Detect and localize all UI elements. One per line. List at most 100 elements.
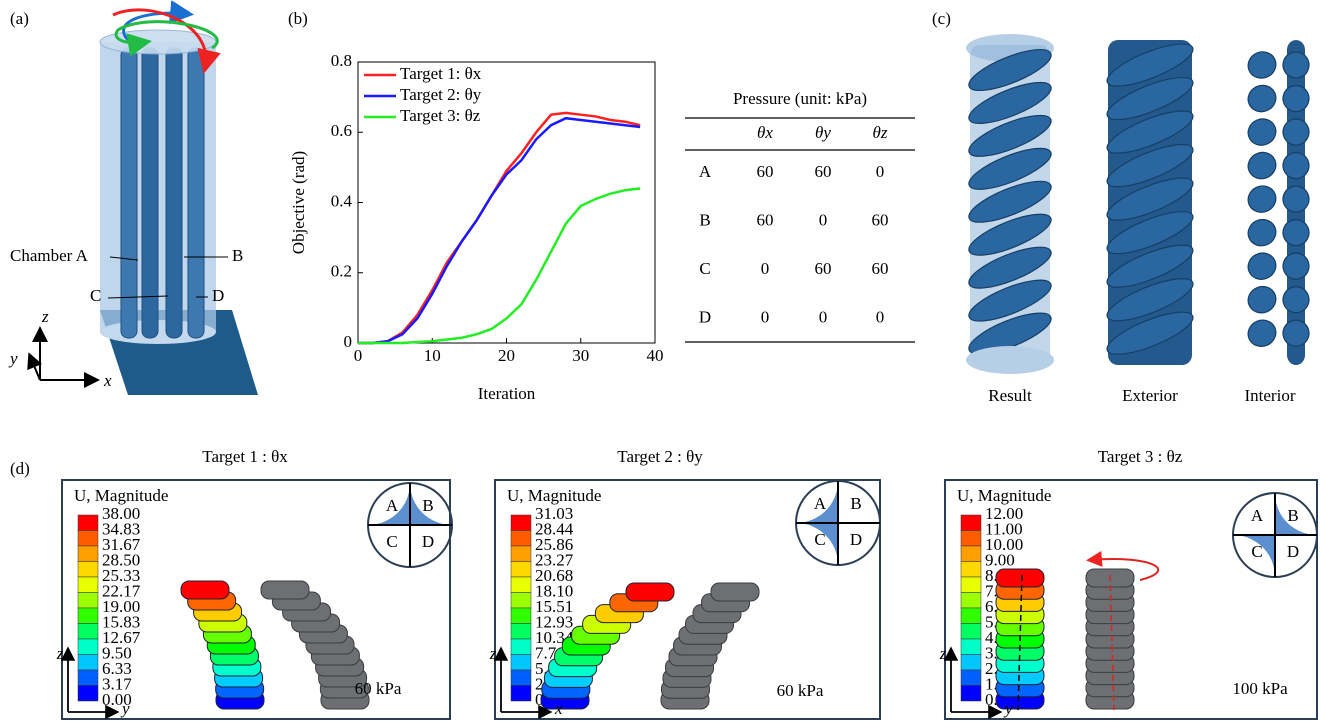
chamber-letter: C [814, 530, 825, 549]
helix-lobe [1282, 185, 1310, 213]
actuator-segment [995, 568, 1045, 588]
colorbar-tick: 31.03 [535, 504, 573, 523]
colorbar-tick: 18.10 [535, 581, 573, 600]
chamber-letter: C [1251, 542, 1262, 561]
chamber-quadrant [1275, 493, 1317, 535]
colorbar-cell [960, 638, 982, 655]
colorbar-tick: 10.00 [985, 535, 1023, 554]
colorbar-tick: 0.00 [102, 690, 132, 709]
table-title: Pressure (unit: kPa) [733, 89, 867, 108]
colorbar-cell [510, 607, 532, 624]
helix-lobe [1282, 319, 1310, 347]
leader-line [109, 256, 139, 261]
axis-dash [1017, 574, 1023, 711]
colorbar-title: U, Magnitude [507, 486, 601, 505]
helix-lobe [1282, 51, 1310, 79]
colorbar-cell [510, 685, 532, 702]
chamber-letter: D [422, 532, 434, 551]
actuator-segment [180, 580, 230, 600]
chamber-quadrant [796, 523, 838, 565]
helix-lobe [968, 312, 1052, 355]
colorbar-tick: 34.83 [102, 519, 140, 538]
table-cell: 0 [876, 307, 885, 326]
x-tick-label: 10 [424, 346, 441, 365]
shape-label: Interior [1245, 386, 1296, 405]
helix-lobe [1106, 177, 1194, 221]
helix-lobe [968, 48, 1052, 92]
result-cap [966, 346, 1054, 374]
colorbar-tick: 6.33 [102, 659, 132, 678]
pressure-label: 100 kPa [1232, 679, 1288, 698]
target-title: Target 3 : θz [1098, 447, 1183, 466]
colorbar-tick: 28.50 [102, 550, 140, 569]
table-cell: B [699, 210, 710, 229]
helix-lobe [968, 279, 1052, 322]
colorbar-cell [960, 669, 982, 686]
colorbar-tick: 9.50 [102, 643, 132, 662]
x-tick-label: 40 [647, 346, 664, 365]
helix-lobe [1247, 218, 1277, 247]
chamber-quadrant [796, 481, 838, 523]
colorbar-cell [77, 576, 99, 593]
axis-dash [1109, 574, 1115, 711]
colorbar-cell [510, 592, 532, 609]
colorbar-tick: 12.00 [985, 504, 1023, 523]
colorbar-tick: 38.00 [102, 504, 140, 523]
colorbar-tick: 20.68 [535, 566, 573, 585]
colorbar-tick: 28.44 [535, 519, 574, 538]
chamber-label: B [232, 246, 243, 265]
result-box [944, 479, 1318, 720]
helix-lobe [1106, 43, 1194, 87]
helix-lobe [1282, 286, 1310, 314]
axis-label: x [103, 371, 112, 390]
column-header: θz [873, 123, 888, 142]
helix-lobe [968, 246, 1052, 289]
chamber-label: Chamber A [10, 246, 89, 265]
colorbar-cell [510, 623, 532, 640]
helix-lobe [1106, 244, 1194, 288]
axis-label: y [1003, 699, 1013, 718]
chamber-letter: B [850, 494, 861, 513]
chamber-quadrant [1275, 535, 1317, 577]
helix-lobe [1282, 84, 1310, 113]
x-tick-label: 0 [354, 346, 363, 365]
chamber-rod [187, 47, 205, 339]
chamber-letter: A [1251, 506, 1264, 525]
colorbar-cell [77, 654, 99, 671]
colorbar-tick: 9.00 [985, 550, 1015, 569]
y-tick-label: 0.8 [331, 51, 352, 70]
colorbar-cell [77, 561, 99, 578]
chamber-letter: B [422, 496, 433, 515]
chamber-quadrant [410, 525, 452, 567]
helix-lobe [1247, 151, 1277, 180]
leader-line [107, 295, 169, 299]
shape-label: Result [988, 386, 1032, 405]
y-tick-label: 0 [344, 332, 353, 351]
pressure-label: 60 kPa [355, 679, 402, 698]
colorbar-cell [960, 545, 982, 562]
colorbar-cell [510, 576, 532, 593]
axis-label: y [8, 349, 18, 368]
helix-lobe [968, 213, 1052, 256]
colorbar-cell [510, 530, 532, 547]
colorbar-cell [77, 592, 99, 609]
helix-lobe [1247, 51, 1277, 79]
colorbar-tick: 23.27 [535, 550, 574, 569]
colorbar-cell [77, 545, 99, 562]
series-line [358, 187, 641, 345]
legend-label: Target 1: θx [400, 64, 482, 83]
table-cell: 60 [872, 210, 889, 229]
colorbar-cell [510, 669, 532, 686]
colorbar-cell [960, 561, 982, 578]
colorbar-tick: 12.93 [535, 612, 573, 631]
colorbar-title: U, Magnitude [74, 486, 168, 505]
shape-label: Exterior [1122, 386, 1178, 405]
table-cell: 0 [819, 210, 828, 229]
legend-label: Target 2: θy [400, 85, 482, 104]
rotation-arrow [1086, 551, 1160, 581]
colorbar-tick: 31.67 [102, 535, 141, 554]
colorbar-cell [77, 530, 99, 547]
chamber-quadrant [1233, 493, 1275, 535]
panel-label: (b) [288, 9, 308, 28]
helix-lobe [1282, 118, 1310, 146]
